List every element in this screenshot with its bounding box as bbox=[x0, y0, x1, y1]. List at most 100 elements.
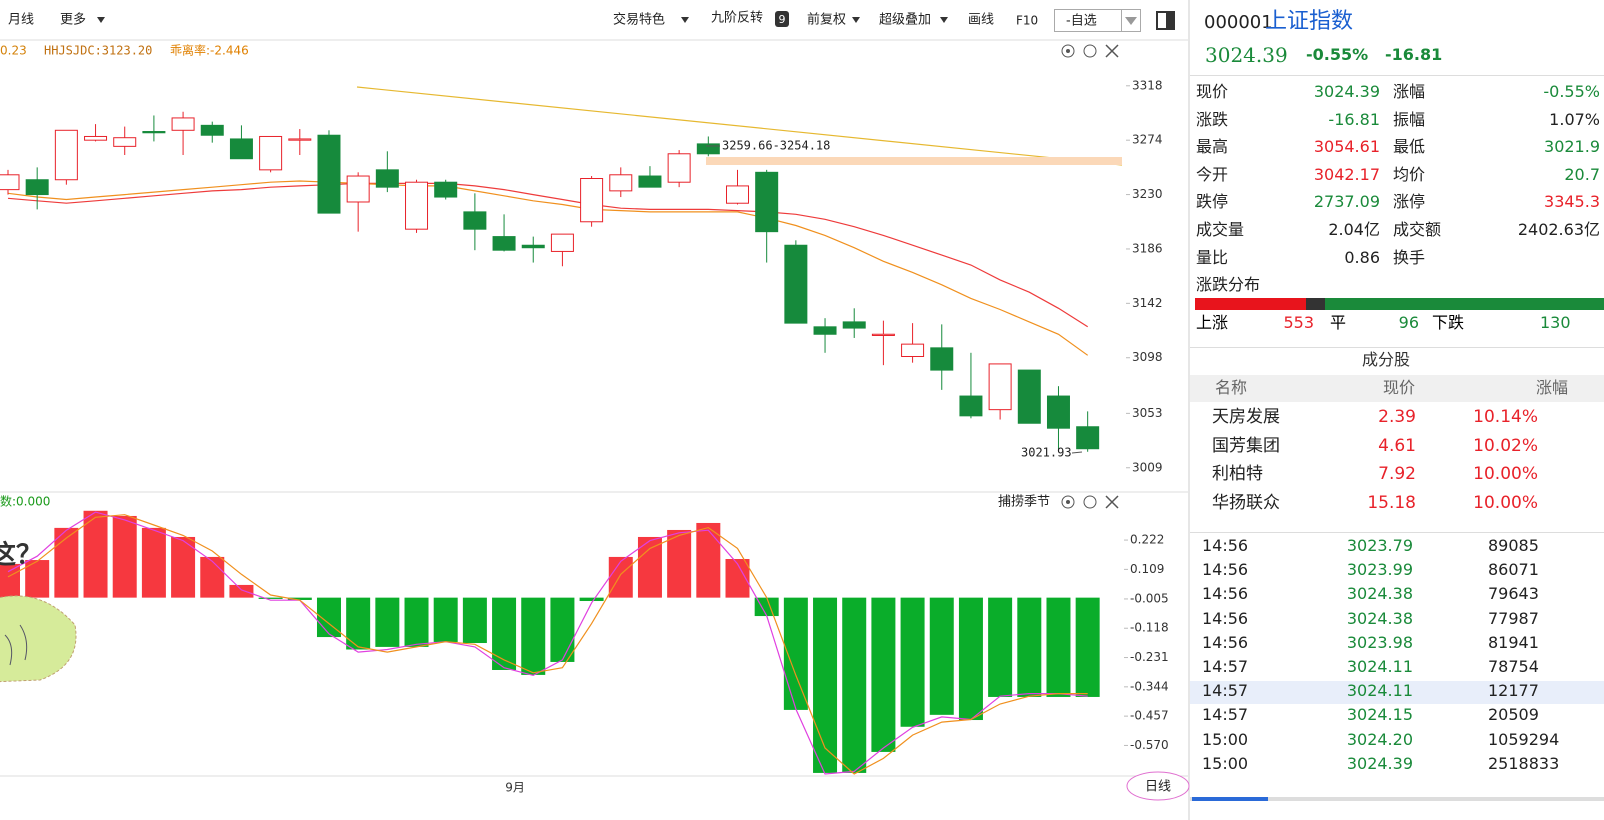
stat-value: 0.86 bbox=[1344, 247, 1380, 267]
dropdown-icon bbox=[940, 17, 948, 23]
close-icon[interactable] bbox=[1105, 44, 1119, 58]
quote-code: 000001 bbox=[1204, 12, 1273, 33]
settings-icon[interactable] bbox=[1061, 44, 1075, 58]
stat-value: 3054.61 bbox=[1313, 137, 1380, 157]
select-text: -自选 bbox=[1066, 14, 1097, 29]
toolbar-item[interactable]: 画线 bbox=[968, 13, 994, 28]
candle bbox=[988, 363, 1012, 420]
toolbar-item[interactable]: 前复权 bbox=[807, 12, 846, 28]
candle-body bbox=[113, 137, 137, 147]
y-tick-label: -0.344 bbox=[1130, 679, 1169, 693]
stat-label: 现价 bbox=[1196, 82, 1229, 101]
histogram-bar bbox=[637, 536, 662, 598]
candle-body bbox=[1076, 426, 1100, 450]
indicator-line bbox=[7, 182, 1089, 328]
candle bbox=[930, 324, 954, 390]
dist-value: 96 bbox=[1398, 313, 1419, 332]
y-tick-label: -0.570 bbox=[1130, 738, 1169, 752]
candle-body bbox=[200, 124, 224, 136]
candle bbox=[405, 179, 429, 233]
histogram-bar bbox=[25, 560, 50, 598]
component-name[interactable]: 国芳集团 bbox=[1212, 435, 1280, 456]
help-icon[interactable] bbox=[1083, 495, 1097, 509]
toolbar-item[interactable]: 更多 bbox=[60, 12, 86, 28]
scroll-thumb bbox=[1192, 797, 1268, 801]
dist-label: 下跌 bbox=[1432, 313, 1465, 332]
row-highlight bbox=[1190, 681, 1604, 705]
tick-time: 14:57 bbox=[1202, 681, 1249, 701]
candle bbox=[1076, 411, 1100, 452]
candle-body bbox=[609, 174, 633, 192]
tick-volume: 79643 bbox=[1488, 584, 1539, 604]
stat-label: 振幅 bbox=[1393, 109, 1426, 129]
candle bbox=[317, 130, 341, 214]
candle-body bbox=[871, 333, 895, 336]
component-name[interactable]: 华扬联众 bbox=[1212, 492, 1280, 513]
tick-volume: 1059294 bbox=[1488, 729, 1560, 749]
candle-body bbox=[463, 211, 487, 230]
candle-body bbox=[405, 181, 429, 230]
indicator-line bbox=[7, 180, 1089, 356]
candle-body bbox=[930, 347, 954, 371]
tick-time: 15:00 bbox=[1202, 729, 1249, 749]
component-name[interactable]: 天房发展 bbox=[1212, 407, 1280, 427]
settings-icon[interactable] bbox=[1061, 495, 1075, 509]
histogram-bar bbox=[667, 529, 692, 598]
y-tick-label: 3186 bbox=[1132, 241, 1163, 255]
toolbar-item[interactable]: 交易特色 bbox=[613, 12, 665, 28]
stat-value: -16.81 bbox=[1328, 109, 1380, 129]
y-tick-label: 0.109 bbox=[1130, 562, 1164, 576]
legend-item: HHJSJDC:3123.20 bbox=[44, 44, 152, 58]
candle bbox=[726, 169, 749, 205]
help-icon[interactable] bbox=[1083, 44, 1097, 58]
candle bbox=[638, 166, 662, 188]
histogram-bar bbox=[83, 510, 108, 598]
tick-volume: 78754 bbox=[1488, 657, 1539, 676]
tick-volume: 77987 bbox=[1488, 608, 1539, 628]
candle-body bbox=[492, 236, 516, 251]
y-tick-label: 3009 bbox=[1132, 460, 1163, 474]
candle bbox=[375, 151, 399, 193]
toolbar-item[interactable]: 月线 bbox=[8, 13, 34, 28]
y-tick-label: -0.005 bbox=[1130, 591, 1169, 605]
toolbar-item[interactable]: 九阶反转 bbox=[711, 11, 763, 26]
close-icon[interactable] bbox=[1105, 495, 1119, 509]
candle-body bbox=[346, 175, 370, 203]
y-tick-label: -0.457 bbox=[1130, 709, 1169, 723]
toolbar-item[interactable]: 超级叠加 bbox=[879, 13, 931, 28]
candle bbox=[492, 214, 516, 252]
y-tick-label: 3053 bbox=[1132, 406, 1163, 420]
histogram-bar bbox=[462, 597, 487, 644]
y-tick-label: -0.118 bbox=[1130, 621, 1169, 635]
candle-body bbox=[638, 175, 662, 188]
badge-text: 9 bbox=[779, 13, 786, 26]
stat-value: -0.55% bbox=[1543, 82, 1600, 101]
component-price: 4.61 bbox=[1378, 435, 1416, 456]
candle bbox=[609, 167, 633, 198]
dist-bar-rise bbox=[1195, 298, 1306, 310]
component-name[interactable]: 利柏特 bbox=[1212, 464, 1263, 484]
x-tick-label: 9月 bbox=[505, 781, 525, 795]
settings-icon bbox=[1066, 49, 1070, 53]
histogram-bar bbox=[813, 597, 838, 773]
histogram-bar bbox=[988, 597, 1013, 697]
stat-label: 成交额 bbox=[1393, 220, 1442, 239]
legend-item: 乖离率:-2.446 bbox=[170, 43, 249, 58]
toolbar-item[interactable]: F10 bbox=[1016, 14, 1038, 28]
dropdown-icon bbox=[97, 17, 105, 23]
histogram-bar bbox=[579, 597, 604, 602]
dist-title: 涨跌分布 bbox=[1196, 275, 1261, 294]
stat-label: 换手 bbox=[1393, 247, 1426, 267]
candle-body bbox=[784, 244, 808, 324]
period-button[interactable] bbox=[1126, 771, 1190, 801]
stat-label: 最高 bbox=[1196, 137, 1229, 157]
divider bbox=[1190, 532, 1604, 533]
histogram-bar bbox=[200, 556, 225, 598]
select-box[interactable] bbox=[1054, 9, 1141, 32]
stat-value: 3345.3 bbox=[1544, 192, 1600, 212]
candle bbox=[200, 121, 224, 143]
candle-body bbox=[229, 138, 253, 160]
histogram-bar bbox=[433, 597, 458, 642]
y-tick-label: 3142 bbox=[1132, 296, 1163, 310]
